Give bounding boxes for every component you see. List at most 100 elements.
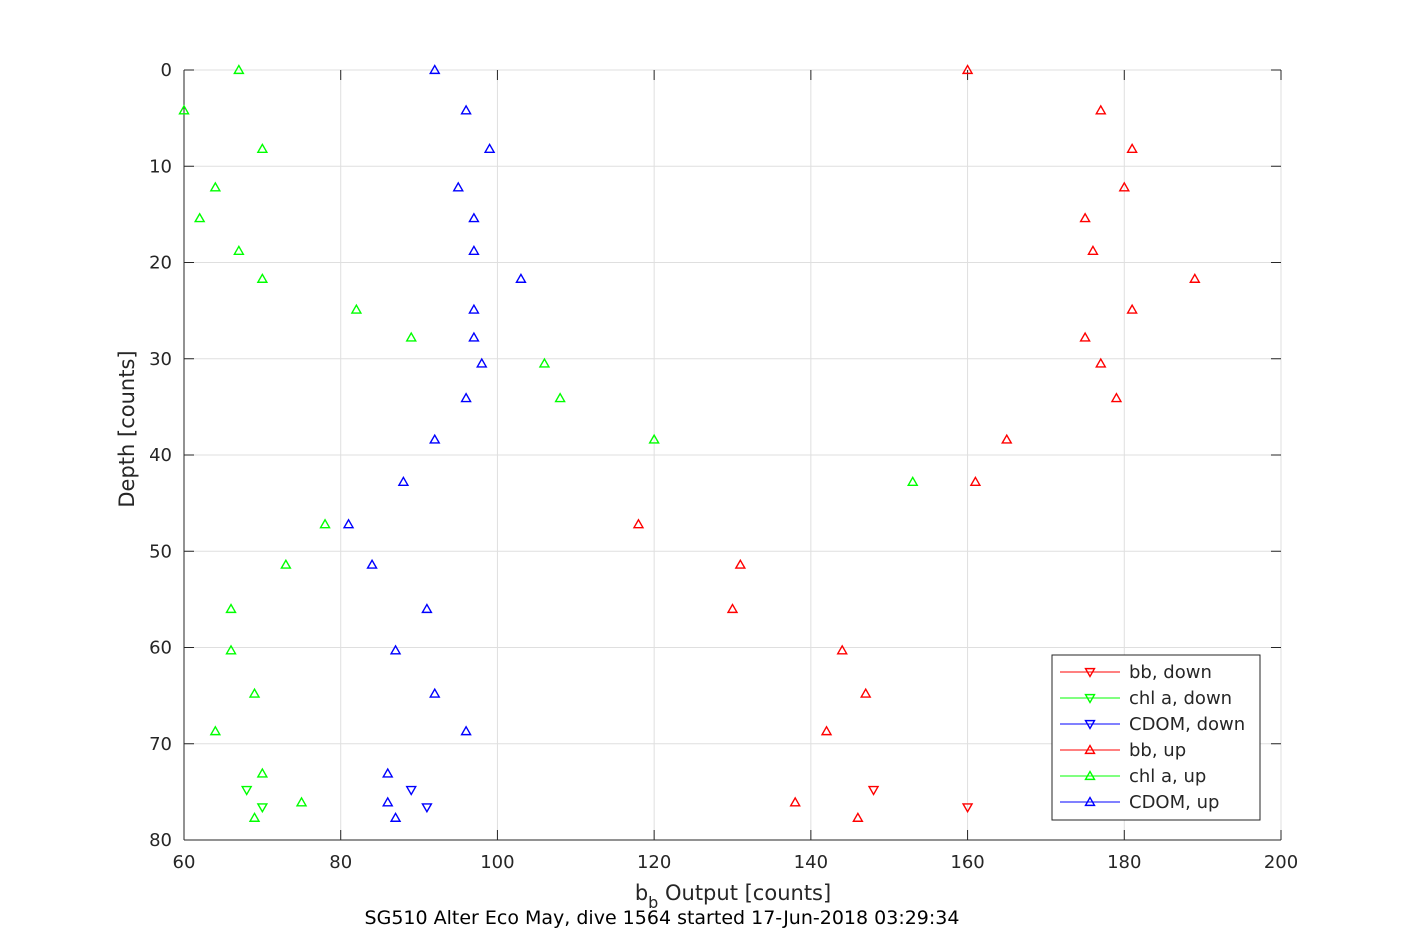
legend-label: chl a, down bbox=[1129, 688, 1232, 709]
data-point bbox=[468, 245, 480, 256]
series-4 bbox=[178, 64, 919, 822]
data-point bbox=[1189, 272, 1201, 283]
data-point bbox=[405, 331, 417, 342]
legend-box bbox=[1051, 654, 1261, 821]
data-point bbox=[405, 785, 417, 796]
data-point bbox=[389, 644, 402, 655]
data-point bbox=[852, 811, 864, 822]
legend-item: bb, down bbox=[1060, 662, 1212, 683]
data-point bbox=[554, 392, 566, 403]
data-point bbox=[256, 143, 269, 153]
y-axis-label: Depth [counts] bbox=[115, 350, 139, 507]
data-point bbox=[429, 687, 441, 698]
data-point bbox=[1095, 104, 1107, 115]
data-point bbox=[225, 644, 237, 655]
data-point bbox=[538, 357, 551, 368]
series-5 bbox=[342, 64, 527, 822]
chart-caption: SG510 Alter Eco May, dive 1564 started 1… bbox=[365, 907, 960, 929]
data-point bbox=[178, 104, 190, 115]
series-1 bbox=[240, 785, 269, 814]
data-point bbox=[193, 212, 206, 223]
x-axis-label-subscript: b bbox=[648, 893, 658, 912]
legend-swatch-marker bbox=[1084, 693, 1096, 704]
axes bbox=[183, 69, 1282, 841]
y-tick-label: 10 bbox=[149, 156, 172, 177]
data-point bbox=[734, 558, 747, 569]
legend-item: chl a, up bbox=[1060, 766, 1206, 787]
data-point bbox=[240, 785, 253, 796]
legend-label: CDOM, down bbox=[1129, 714, 1245, 735]
data-point bbox=[248, 811, 261, 822]
data-point bbox=[460, 104, 472, 115]
x-tick-label: 200 bbox=[1264, 852, 1298, 873]
y-tick-label: 40 bbox=[149, 445, 172, 466]
data-point bbox=[1087, 245, 1099, 256]
y-tick-label: 20 bbox=[149, 253, 172, 274]
legend-swatch-marker bbox=[1084, 770, 1096, 781]
data-point bbox=[648, 433, 660, 444]
data-point bbox=[452, 181, 464, 192]
data-point bbox=[233, 245, 245, 256]
data-point bbox=[860, 687, 872, 698]
data-point bbox=[726, 603, 739, 614]
data-point bbox=[1079, 212, 1091, 223]
y-tick-label: 70 bbox=[149, 734, 172, 755]
x-axis-label-rest: Output [counts] bbox=[658, 881, 831, 905]
data-point bbox=[342, 518, 355, 529]
x-tick-label: 160 bbox=[950, 852, 984, 873]
x-tick-label: 180 bbox=[1107, 852, 1141, 873]
y-tick-label: 60 bbox=[149, 638, 172, 659]
x-tick-label: 60 bbox=[173, 852, 196, 873]
data-point bbox=[382, 767, 394, 778]
data-points bbox=[178, 64, 1201, 822]
y-tick-label: 50 bbox=[149, 541, 172, 562]
data-point bbox=[225, 603, 237, 614]
legend-label: bb, down bbox=[1129, 662, 1212, 683]
legend-swatch-marker bbox=[1084, 719, 1096, 730]
legend-item: CDOM, down bbox=[1060, 714, 1245, 735]
data-point bbox=[1126, 303, 1138, 314]
data-point bbox=[429, 64, 441, 75]
data-point bbox=[460, 392, 472, 403]
data-point bbox=[350, 303, 363, 314]
data-point bbox=[319, 518, 331, 529]
legend-swatch-marker bbox=[1084, 796, 1096, 807]
legend-item: bb, up bbox=[1060, 740, 1186, 761]
data-point bbox=[256, 803, 269, 814]
data-point bbox=[209, 725, 222, 736]
legend-label: chl a, up bbox=[1129, 766, 1206, 787]
x-axis-label-main: b bbox=[635, 881, 648, 905]
x-tick-label: 80 bbox=[329, 852, 352, 873]
data-point bbox=[476, 357, 488, 368]
data-point bbox=[209, 181, 222, 192]
y-tick-label: 30 bbox=[149, 349, 172, 370]
data-point bbox=[233, 64, 245, 75]
data-point bbox=[421, 603, 433, 614]
legend-item: chl a, down bbox=[1060, 688, 1232, 709]
data-point bbox=[256, 767, 269, 778]
data-point bbox=[256, 272, 269, 283]
data-point bbox=[836, 644, 848, 655]
series-2 bbox=[405, 785, 433, 814]
data-point bbox=[1118, 181, 1130, 192]
data-point bbox=[397, 476, 410, 487]
data-point bbox=[961, 64, 974, 75]
series-3 bbox=[632, 64, 1201, 822]
data-point bbox=[1110, 392, 1123, 403]
data-point bbox=[969, 476, 982, 487]
data-point bbox=[1001, 433, 1013, 444]
data-point bbox=[1095, 357, 1107, 368]
legend-swatch-marker bbox=[1084, 744, 1096, 755]
data-point bbox=[515, 272, 527, 283]
data-point bbox=[1126, 143, 1138, 153]
x-tick-label: 120 bbox=[637, 852, 671, 873]
data-point bbox=[382, 796, 394, 807]
data-point bbox=[789, 796, 801, 807]
legend-swatch-marker bbox=[1084, 667, 1096, 678]
x-axis-label: bb Output [counts] bbox=[635, 881, 831, 912]
data-point bbox=[421, 803, 433, 814]
data-point bbox=[389, 811, 402, 822]
legend-label: CDOM, up bbox=[1129, 792, 1219, 813]
data-point bbox=[961, 803, 974, 814]
data-point bbox=[248, 687, 261, 698]
